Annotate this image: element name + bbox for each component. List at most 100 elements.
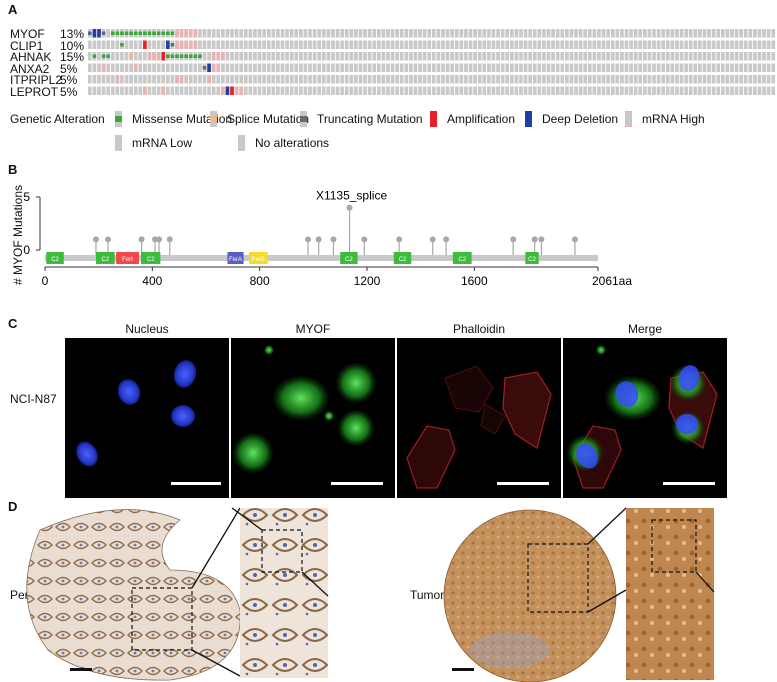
alteration-high	[221, 86, 225, 95]
oncoprint-cell	[688, 52, 693, 61]
oncoprint-cell	[473, 86, 477, 95]
oncoprint-cell	[243, 75, 248, 84]
oncoprint-cell	[225, 40, 230, 49]
oncoprint-cell	[266, 40, 271, 49]
legend-swatch	[115, 111, 122, 127]
oncoprint-cell	[386, 29, 390, 38]
oncoprint-cell	[198, 75, 202, 84]
oncoprint-cell	[124, 40, 129, 49]
alteration-high	[133, 63, 138, 72]
oncoprint-cell	[624, 75, 629, 84]
oncoprint-cell	[143, 52, 147, 61]
oncoprint-cell	[542, 40, 546, 49]
oncoprint-cell	[450, 63, 455, 72]
oncoprint-cell	[523, 86, 528, 95]
oncoprint-cell	[753, 63, 757, 72]
alteration-missense	[156, 31, 161, 35]
mutation-head	[531, 236, 538, 243]
oncoprint-cell	[487, 29, 491, 38]
oncoprint-cell	[748, 63, 753, 72]
oncoprint-cell	[665, 75, 670, 84]
alteration-high	[184, 40, 189, 49]
oncoprint-cell	[193, 75, 198, 84]
oncoprint-cell	[638, 52, 643, 61]
oncoprint-cell	[482, 86, 487, 95]
oncoprint-cell	[574, 63, 578, 72]
oncoprint-cell	[560, 86, 565, 95]
oncoprint-cell	[331, 29, 335, 38]
oncoprint-cell	[482, 52, 487, 61]
legend-label: Truncating Mutation	[317, 112, 423, 126]
scale-bar	[171, 482, 221, 485]
gene-name: CLIP1	[10, 38, 44, 53]
oncoprint-cell	[642, 75, 647, 84]
oncoprint-cell	[422, 86, 427, 95]
oncoprint-cell	[432, 63, 436, 72]
oncoprint-cell	[698, 52, 702, 61]
oncoprint-cell	[624, 52, 629, 61]
oncoprint-cell	[381, 40, 386, 49]
oncoprint-cell	[528, 86, 533, 95]
mutation-head	[156, 236, 163, 243]
oncoprint-cell	[624, 29, 629, 38]
oncoprint-cell	[266, 75, 271, 84]
oncoprint-cell	[188, 63, 193, 72]
oncoprint-cell	[711, 29, 716, 38]
oncoprint-cell	[679, 86, 684, 95]
oncoprint-cell	[262, 86, 266, 95]
oncoprint-cell	[702, 75, 707, 84]
oncoprint-cell	[509, 75, 514, 84]
oncoprint-cell	[702, 63, 707, 72]
oncoprint-cell	[321, 29, 326, 38]
mutation-head	[510, 236, 517, 243]
alteration-trunc	[88, 31, 92, 35]
oncoprint-cell	[271, 63, 276, 72]
oncoprint-cell	[321, 75, 326, 84]
oncoprint-cell	[358, 40, 363, 49]
oncoprint-cell	[280, 86, 285, 95]
oncoprint-cell	[496, 40, 500, 49]
domain-c2	[452, 252, 472, 264]
oncoprint-cell	[243, 29, 248, 38]
oncoprint-cell	[198, 86, 202, 95]
oncoprint-cell	[110, 63, 115, 72]
oncoprint-cell	[88, 40, 92, 49]
oncoprint-cell	[620, 52, 624, 61]
oncoprint-cell	[445, 86, 450, 95]
oncoprint-cell	[560, 40, 565, 49]
oncoprint-cell	[110, 86, 115, 95]
oncoprint-cell	[422, 75, 427, 84]
micro-title-nucleus: Nucleus	[125, 322, 169, 336]
oncoprint-cell	[441, 75, 445, 84]
oncoprint-cell	[652, 29, 656, 38]
oncoprint-cell	[326, 40, 331, 49]
oncoprint-cell	[225, 29, 230, 38]
oncoprint-cell	[248, 52, 253, 61]
oncoprint-cell	[500, 63, 505, 72]
oncoprint-cell	[344, 75, 349, 84]
oncoprint-cell	[684, 75, 688, 84]
oncoprint-cell	[198, 63, 202, 72]
oncoprint-cell	[720, 29, 725, 38]
oncoprint-cell	[684, 29, 688, 38]
oncoprint-cell	[335, 86, 340, 95]
oncoprint-cell	[317, 52, 322, 61]
oncoprint-cell	[271, 75, 276, 84]
panel-label-a: A	[8, 2, 18, 17]
alteration-del	[225, 86, 230, 95]
oncoprint-cell	[555, 52, 560, 61]
oncoprint-cell	[239, 40, 244, 49]
oncoprint-cell	[156, 86, 161, 95]
oncoprint-cell	[386, 52, 390, 61]
oncoprint-cell	[698, 29, 702, 38]
oncoprint-cell	[555, 63, 560, 72]
alteration-splice	[129, 54, 133, 58]
oncoprint-cell	[257, 29, 262, 38]
alteration-amp	[161, 52, 166, 61]
oncoprint-cell	[409, 52, 413, 61]
oncoprint-cell	[115, 86, 120, 95]
oncoprint-cell	[587, 52, 592, 61]
oncoprint-cell	[262, 29, 266, 38]
oncoprint-cell	[675, 40, 679, 49]
alteration-missense	[184, 54, 189, 58]
